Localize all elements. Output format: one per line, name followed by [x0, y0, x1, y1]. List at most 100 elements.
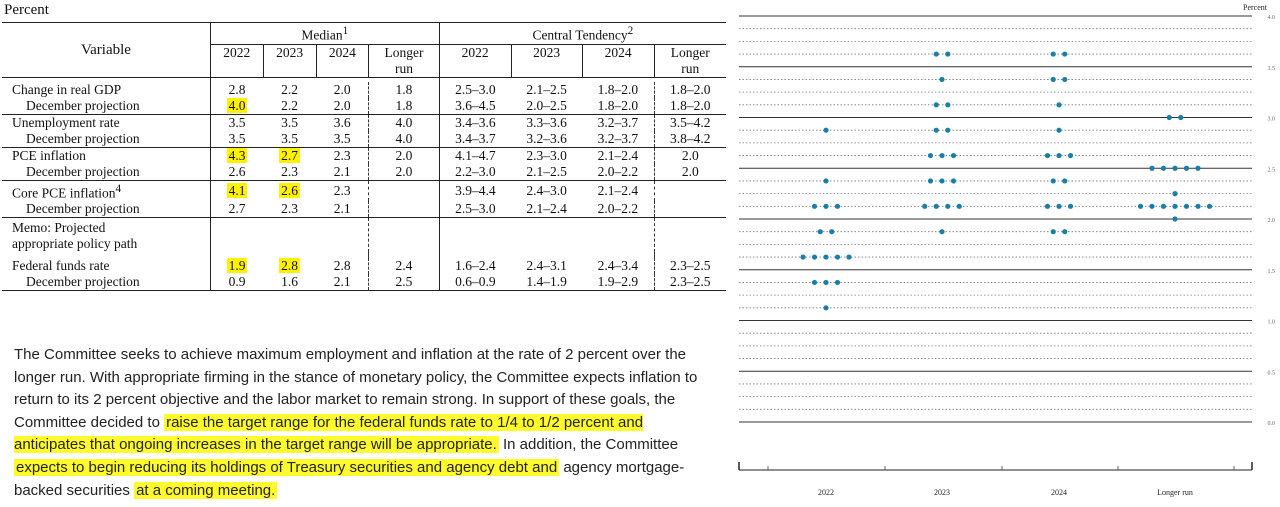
participant-dot [933, 102, 939, 108]
x-tick-label: Longer run [1157, 488, 1193, 497]
spacer-cell [653, 252, 726, 258]
central-tendency-value: 3.2–3.7 [597, 130, 639, 146]
rule-cell [511, 290, 583, 293]
participant-dot [1044, 203, 1051, 209]
median-value: 2.6 [263, 179, 316, 201]
participant-dot [1172, 216, 1178, 222]
median-value: 2.8 [333, 258, 351, 273]
central-tendency-value: 1.8–2.0 [597, 97, 639, 113]
median-value: 2.7 [209, 201, 264, 218]
memo-cell [316, 217, 369, 252]
median-value: 2.0 [368, 146, 440, 164]
row-label-text: December projection [26, 201, 140, 216]
central-tendency-value: 2.5–3.0 [438, 201, 512, 218]
memo-cell [263, 217, 316, 252]
participant-dot [823, 254, 829, 260]
central-tendency-value: 1.8–2.0 [653, 97, 726, 114]
participant-dot [1195, 165, 1201, 171]
row-label: Core PCE inflation4 [2, 179, 211, 201]
participant-dot [945, 203, 951, 209]
percent-label: Percent [4, 2, 49, 18]
central-tendency-value: 4.1–4.7 [438, 146, 512, 164]
central-tendency-value: 2.4–3.1 [526, 258, 567, 273]
central-tendency-value: 2.0 [653, 146, 726, 164]
row-label-text: December projection [26, 274, 140, 289]
longer-run-header: Longer run [368, 44, 440, 77]
participant-dot [939, 76, 945, 83]
rule-cell [438, 76, 512, 82]
median-value: 4.1 [209, 179, 264, 201]
central-tendency-value: 1.6–2.4 [438, 258, 512, 274]
participant-dot [1160, 203, 1167, 209]
central-tendency-value [653, 201, 726, 218]
participant-dot [1172, 191, 1178, 197]
row-label-text: Change in real GDP [12, 81, 122, 97]
participant-dot [811, 203, 818, 209]
y-tick-label: 0.5 [1268, 370, 1276, 376]
statement-text: In addition, the Committee [498, 436, 679, 454]
median-value: 2.3 [316, 146, 369, 164]
y-tick-label: 3.0 [1268, 117, 1276, 123]
statement-highlight: at a coming meeting. [134, 481, 278, 499]
rule-cell [582, 76, 655, 82]
longer-run-header: Longer run [653, 44, 726, 77]
median-value: 3.5 [263, 113, 316, 131]
x-tick-label: 2023 [934, 488, 950, 497]
rule-cell [439, 290, 512, 293]
rule-cell [210, 290, 264, 293]
participant-dot [1195, 203, 1201, 209]
highlighted-value: 1.9 [226, 258, 248, 273]
participant-dot [1149, 203, 1155, 209]
row-label-text: Core PCE inflation [12, 185, 116, 200]
median-value: 0.9 [209, 274, 264, 291]
median-value: 3.5 [333, 130, 351, 146]
median-value: 2.2 [281, 81, 299, 97]
rule-cell [511, 76, 583, 82]
highlighted-value: 4.0 [226, 97, 248, 113]
rule-cell [582, 290, 655, 293]
highlighted-value: 4.3 [226, 147, 248, 163]
statement-text: The Committee seeks to achieve maximum e… [14, 346, 698, 431]
central-tendency-value [653, 179, 726, 201]
highlighted-value: 4.1 [226, 182, 248, 198]
median-value: 2.3 [281, 201, 299, 216]
rule-cell [263, 76, 316, 82]
row-label: December projection [2, 131, 210, 148]
median-value [368, 201, 440, 218]
rule-cell [654, 290, 726, 293]
memo-cell [653, 217, 726, 252]
participant-dot [933, 203, 939, 209]
participant-dot [829, 229, 835, 235]
median-value: 2.5 [368, 274, 440, 291]
row-label-text: Unemployment rate [12, 114, 120, 130]
participant-dot [1050, 229, 1056, 235]
row-label: Federal funds rate [2, 258, 210, 274]
participant-dot [846, 254, 852, 260]
central-tendency-value: 1.8–2.0 [597, 81, 639, 97]
central-tendency-value: 3.3–3.6 [511, 113, 583, 131]
participant-dot [1137, 203, 1144, 209]
participant-dot [823, 279, 829, 286]
memo-label: Memo: Projected appropriate policy path [2, 217, 211, 252]
median-value: 4.0 [368, 130, 440, 147]
participant-dot [1172, 203, 1178, 209]
central-tendency-value: 2.3–2.5 [653, 274, 726, 291]
participant-dot [1062, 76, 1068, 83]
year-header: 2023 [510, 44, 583, 77]
memo-cell [438, 217, 512, 252]
longer-run-line2: run [681, 60, 700, 76]
median-value: 1.8 [368, 97, 440, 114]
central-tendency-value: 2.4–3.0 [511, 179, 583, 201]
row-label: Change in real GDP [2, 82, 210, 98]
rule-cell [2, 76, 211, 82]
dot-plot-panel: Percent 0.0 0.5 1.0 1.5 2.0 2.5 3.0 3.5 4.0 2022 20… [727, 0, 1280, 507]
rule-cell [263, 290, 316, 293]
median-value: 4.0 [368, 113, 440, 131]
median-value: 2.0 [368, 163, 440, 180]
projections-table: Variable Median1 Central Tendency2 2022 2023… [2, 22, 726, 293]
central-tendency-header: Central Tendency2 [438, 22, 726, 45]
central-tendency-value: 2.2–3.0 [438, 163, 512, 180]
central-tendency-value: 2.3–2.5 [653, 258, 726, 274]
participant-dot [1062, 178, 1068, 184]
participant-dot [834, 254, 841, 260]
